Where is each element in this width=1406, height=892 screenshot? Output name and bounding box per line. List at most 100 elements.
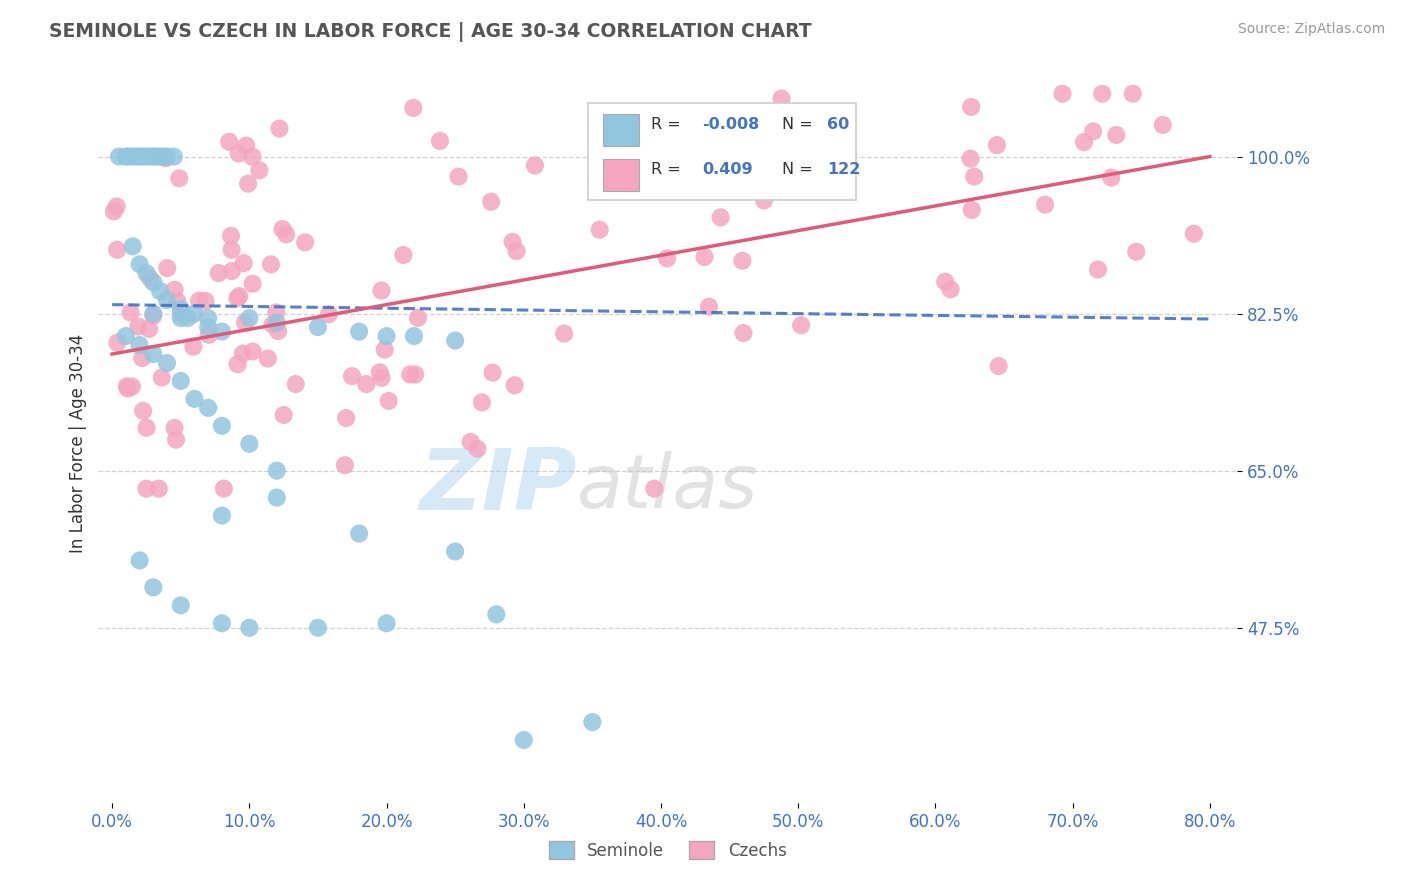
Point	[960, 202, 983, 217]
Point	[194, 293, 217, 308]
Point	[221, 264, 243, 278]
Point	[377, 393, 399, 408]
Point	[170, 307, 193, 321]
Bar	[603, 114, 640, 145]
Point	[307, 621, 329, 635]
Point	[406, 310, 429, 325]
Point	[347, 526, 370, 541]
Point	[963, 169, 986, 184]
Point	[1105, 128, 1128, 142]
Point	[145, 149, 167, 164]
Point	[163, 149, 186, 164]
Point	[115, 329, 138, 343]
Point	[163, 421, 186, 435]
Point	[271, 222, 294, 236]
Point	[156, 149, 179, 164]
Point	[207, 266, 229, 280]
Point	[1073, 135, 1095, 149]
Point	[404, 368, 426, 382]
Point	[115, 149, 138, 164]
Point	[117, 149, 139, 164]
Point	[1083, 124, 1105, 138]
Text: R =: R =	[651, 117, 686, 132]
Point	[142, 275, 165, 289]
Point	[264, 305, 287, 319]
Point	[218, 135, 240, 149]
Point	[1122, 87, 1144, 101]
Point	[170, 302, 193, 317]
Point	[170, 374, 193, 388]
Point	[153, 149, 176, 164]
Point	[149, 284, 172, 298]
Point	[247, 163, 270, 178]
Point	[939, 282, 962, 296]
Point	[444, 544, 467, 558]
Point	[479, 194, 502, 209]
Text: R =: R =	[651, 161, 686, 177]
Point	[1099, 170, 1122, 185]
Point	[790, 318, 813, 333]
Point	[105, 200, 128, 214]
Text: ZIP: ZIP	[419, 445, 576, 528]
Point	[221, 243, 243, 257]
Point	[523, 159, 546, 173]
Point	[121, 149, 143, 164]
Point	[467, 442, 489, 456]
Point	[260, 257, 283, 271]
Point	[128, 338, 150, 352]
Point	[959, 152, 981, 166]
Point	[139, 271, 162, 285]
Text: SEMINOLE VS CZECH IN LABOR FORCE | AGE 30-34 CORRELATION CHART: SEMINOLE VS CZECH IN LABOR FORCE | AGE 3…	[49, 22, 811, 42]
Point	[447, 169, 470, 184]
Point	[198, 327, 221, 342]
Point	[276, 227, 298, 242]
Point	[273, 408, 295, 422]
Point	[127, 319, 149, 334]
Point	[481, 366, 503, 380]
Point	[117, 382, 139, 396]
Point	[284, 377, 307, 392]
Point	[128, 553, 150, 567]
Point	[233, 315, 256, 329]
Point	[212, 482, 235, 496]
Point	[197, 311, 219, 326]
Point	[108, 149, 131, 164]
Point	[987, 359, 1010, 373]
Point	[589, 223, 612, 237]
Point	[1182, 227, 1205, 241]
Point	[197, 320, 219, 334]
Point	[135, 149, 157, 164]
Point	[1125, 244, 1147, 259]
Point	[228, 289, 250, 303]
Point	[228, 146, 250, 161]
Point	[266, 464, 288, 478]
Point	[1152, 118, 1174, 132]
Point	[731, 253, 754, 268]
Point	[165, 433, 187, 447]
Point	[238, 436, 260, 450]
Point	[135, 421, 157, 435]
Point	[375, 329, 398, 343]
Point	[197, 401, 219, 415]
Point	[242, 344, 264, 359]
Point	[429, 134, 451, 148]
Point	[347, 325, 370, 339]
Point	[638, 164, 661, 178]
Point	[211, 616, 233, 631]
Point	[485, 607, 508, 622]
Point	[103, 204, 125, 219]
Text: -0.008: -0.008	[702, 117, 759, 132]
Point	[121, 239, 143, 253]
Point	[166, 294, 188, 309]
Point	[242, 277, 264, 291]
Point	[710, 211, 733, 225]
Point	[131, 351, 153, 365]
Point	[135, 482, 157, 496]
Point	[183, 392, 205, 406]
Point	[643, 482, 665, 496]
Point	[444, 334, 467, 348]
Text: Source: ZipAtlas.com: Source: ZipAtlas.com	[1237, 22, 1385, 37]
Point	[340, 369, 363, 384]
Text: 60: 60	[827, 117, 849, 132]
Point	[294, 235, 316, 250]
